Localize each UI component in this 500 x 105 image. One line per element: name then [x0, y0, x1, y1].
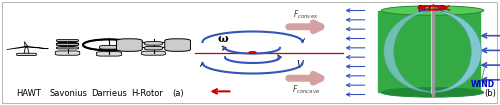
FancyBboxPatch shape	[128, 40, 140, 50]
FancyBboxPatch shape	[144, 46, 162, 50]
FancyBboxPatch shape	[100, 45, 118, 49]
FancyBboxPatch shape	[16, 53, 36, 56]
Polygon shape	[26, 46, 48, 49]
FancyBboxPatch shape	[96, 52, 122, 56]
Text: WIND: WIND	[471, 80, 495, 89]
Polygon shape	[24, 47, 29, 54]
Circle shape	[25, 46, 28, 47]
Text: (a): (a)	[172, 89, 184, 98]
FancyBboxPatch shape	[56, 43, 78, 45]
Ellipse shape	[382, 88, 484, 97]
Ellipse shape	[382, 6, 484, 15]
Text: BLADE: BLADE	[417, 5, 445, 14]
FancyBboxPatch shape	[144, 42, 162, 45]
Text: Savonius: Savonius	[50, 89, 88, 98]
Circle shape	[83, 39, 135, 50]
FancyBboxPatch shape	[142, 51, 166, 55]
Polygon shape	[384, 10, 432, 92]
Polygon shape	[24, 42, 28, 47]
Text: V: V	[296, 60, 304, 70]
FancyBboxPatch shape	[56, 47, 78, 49]
Circle shape	[249, 52, 256, 53]
Bar	[378, 10, 480, 92]
FancyBboxPatch shape	[167, 40, 179, 50]
Text: (b): (b)	[484, 89, 496, 98]
FancyBboxPatch shape	[56, 51, 80, 55]
Text: ω: ω	[217, 33, 228, 44]
Text: HAWT: HAWT	[16, 89, 41, 98]
Text: Darrieus: Darrieus	[91, 89, 127, 98]
Text: $F_{concave}$: $F_{concave}$	[292, 84, 320, 96]
FancyBboxPatch shape	[164, 39, 190, 51]
Polygon shape	[432, 10, 481, 92]
Polygon shape	[6, 46, 28, 50]
Text: $F_{convex}$: $F_{convex}$	[293, 9, 319, 21]
FancyBboxPatch shape	[116, 39, 142, 51]
FancyBboxPatch shape	[56, 40, 78, 42]
Text: H-Rotor: H-Rotor	[132, 89, 164, 98]
